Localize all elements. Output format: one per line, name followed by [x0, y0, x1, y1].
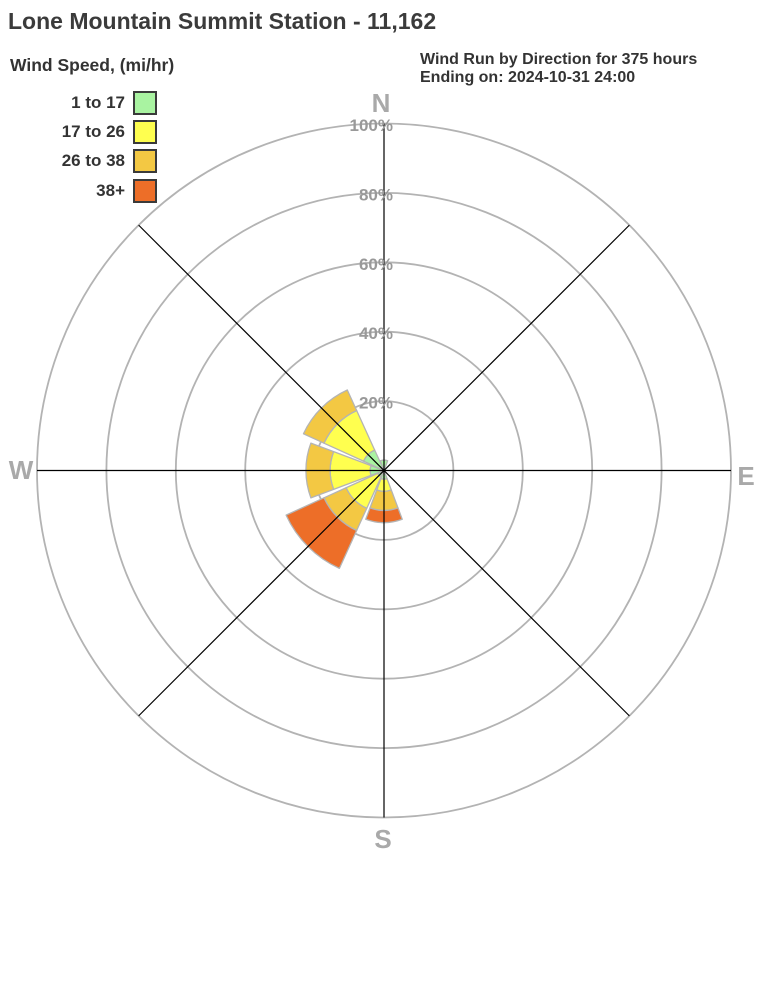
legend-item-label: 38+ [96, 180, 125, 200]
legend-swatch [133, 149, 157, 174]
axis-line-135 [138, 224, 630, 717]
legend-item-label: 1 to 17 [71, 92, 125, 112]
chart-annotation: Wind Run by Direction for 375 hours Endi… [420, 51, 697, 87]
compass-label-east: E [737, 461, 754, 491]
page-title: Lone Mountain Summit Station - 11,162 [8, 8, 437, 34]
compass-label-west: W [9, 455, 34, 485]
legend-item: 26 to 38 [30, 147, 157, 176]
legend-item-label: 26 to 38 [61, 151, 125, 171]
ring-label-60%: 60% [359, 255, 393, 274]
legend-item: 1 to 17 [30, 88, 157, 117]
ring-label-80%: 80% [359, 185, 393, 204]
legend-swatch [133, 178, 157, 203]
legend-title: Wind Speed, (mi/hr) [10, 55, 175, 75]
legend-item-label: 17 to 26 [61, 121, 125, 141]
ring-label-20%: 20% [359, 394, 393, 413]
wind-speed-legend: 1 to 17 17 to 26 26 to 38 38+ [30, 88, 157, 205]
legend-item: 38+ [30, 176, 157, 205]
legend-swatch [133, 119, 157, 144]
ring-label-40%: 40% [359, 324, 393, 343]
compass-label-south: S [374, 824, 391, 854]
annotation-line-2: Ending on: 2024-10-31 24:00 [420, 69, 636, 86]
ring-label-100%: 100% [350, 116, 393, 135]
compass-label-north: N [372, 88, 391, 118]
legend-item: 17 to 26 [30, 117, 157, 146]
annotation-line-1: Wind Run by Direction for 375 hours [420, 51, 698, 68]
legend-swatch [133, 90, 157, 115]
